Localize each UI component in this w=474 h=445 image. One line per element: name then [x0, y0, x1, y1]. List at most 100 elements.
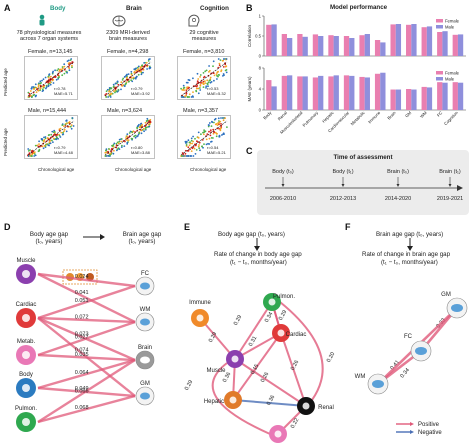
scatter-point [225, 58, 228, 60]
scatter-point [124, 140, 126, 143]
scatter-point [110, 150, 113, 153]
brain-icon [451, 304, 463, 312]
scatter-point [146, 65, 148, 68]
scatter-point [109, 96, 112, 98]
scatter-point [207, 142, 209, 145]
scatter-point [117, 88, 120, 91]
scatter-point [112, 152, 115, 155]
scatter-point [199, 89, 202, 91]
scatter-point [68, 69, 71, 72]
scatter-point [211, 120, 213, 123]
scatter-point [44, 137, 47, 140]
scatter-point [126, 141, 129, 144]
bar-0-1-3 [318, 36, 324, 56]
body-desc-line2: across 7 organ systems [19, 36, 79, 42]
scatter-point [221, 134, 223, 136]
scatter-point [121, 144, 123, 147]
scatter-point [205, 87, 207, 89]
scatter-point [217, 58, 220, 60]
scatter-point [185, 81, 188, 84]
d-edge-label-2: 0.051 [75, 298, 89, 304]
scatter-point [110, 93, 113, 95]
scatter-point [134, 77, 137, 80]
scatter-point [184, 140, 187, 143]
d-left-title-2: (t₀, years) [35, 238, 63, 245]
scatter-point [213, 121, 215, 124]
bar-1-1-2 [302, 76, 308, 110]
scatter-point [63, 130, 65, 133]
scatter-r-value: r=0.54 [207, 145, 219, 150]
scatter-point [52, 137, 55, 140]
d-right-title-2: (t₀, years) [128, 238, 156, 245]
identity-line [27, 120, 75, 156]
f-arrow-icon [407, 238, 413, 251]
brain-title: Brain [126, 5, 142, 12]
scatter-point [209, 81, 212, 84]
bar-1-1-1 [287, 75, 293, 110]
scatter-point [225, 71, 228, 74]
scatter-point [226, 126, 228, 128]
cognition-title: Cognition [200, 5, 229, 12]
scatter-point [33, 155, 36, 157]
scatter-point [55, 78, 58, 81]
scatter-point [204, 80, 206, 82]
e-edge-label-0: 0.29 [208, 331, 219, 343]
brain-male-label: Male, n=3,624 [107, 108, 143, 114]
cognition-icon [188, 14, 200, 27]
brain-desc-line1: 2309 MRI-derived [106, 30, 150, 36]
bar-0-0-0 [266, 24, 272, 56]
scatter-point [199, 76, 201, 78]
scatter-point [210, 125, 213, 127]
scatter-point [61, 68, 64, 70]
scatter-point [65, 120, 68, 122]
scatter-point [218, 135, 221, 138]
f-edge-label-2: 0.34 [399, 367, 410, 379]
scatter-point [218, 123, 220, 126]
bar-1-0-4 [328, 76, 334, 110]
bar-0-0-9 [406, 24, 412, 56]
scatter-point [144, 64, 147, 66]
cognition-desc: 29 cognitive measures [170, 30, 238, 42]
scatter-point [49, 81, 52, 84]
scatter-point [51, 79, 54, 82]
scatter-point [56, 133, 58, 136]
scatter-point [120, 81, 123, 84]
brain-icon [140, 356, 150, 364]
scatter-point [192, 155, 195, 157]
scatter-point [138, 132, 141, 135]
bar-0-1-5 [349, 38, 355, 56]
body-icon [39, 14, 45, 26]
scatter-point [69, 125, 72, 128]
scatter-point [212, 65, 214, 68]
bar-1-1-7 [380, 72, 386, 110]
scatter-point [39, 87, 42, 90]
scatter-point [184, 95, 186, 98]
scatter-point [33, 153, 36, 155]
scatter-point [71, 61, 74, 63]
d-source-label-1: Cardiac [16, 302, 37, 308]
scatter-point [64, 125, 67, 127]
d-left-title: Body age gap (t₀, years) [10, 231, 88, 245]
scatter-point [191, 142, 193, 145]
scatter-point [224, 117, 226, 119]
timeline-date-3: 2019-2021 [437, 196, 463, 202]
scatter-point [212, 72, 215, 74]
bar-0-0-2 [297, 34, 303, 56]
identity-line [180, 120, 228, 156]
scatter-point [56, 69, 59, 72]
b-category-label: Cognition [443, 110, 460, 127]
timeline-tick-head [396, 184, 400, 187]
scatter-point [192, 135, 194, 138]
scatter-point [111, 144, 113, 147]
b-legend-swatch [436, 19, 443, 23]
scatter-point [180, 96, 183, 98]
scatter-point [190, 137, 193, 140]
scatter-point [46, 137, 49, 139]
d-edge-2 [37, 284, 136, 320]
scatter-point [137, 73, 140, 76]
scatter-point [136, 125, 139, 128]
scatter-point [191, 147, 194, 150]
e-edge-10 [232, 332, 282, 401]
bar-1-0-7 [374, 73, 381, 110]
